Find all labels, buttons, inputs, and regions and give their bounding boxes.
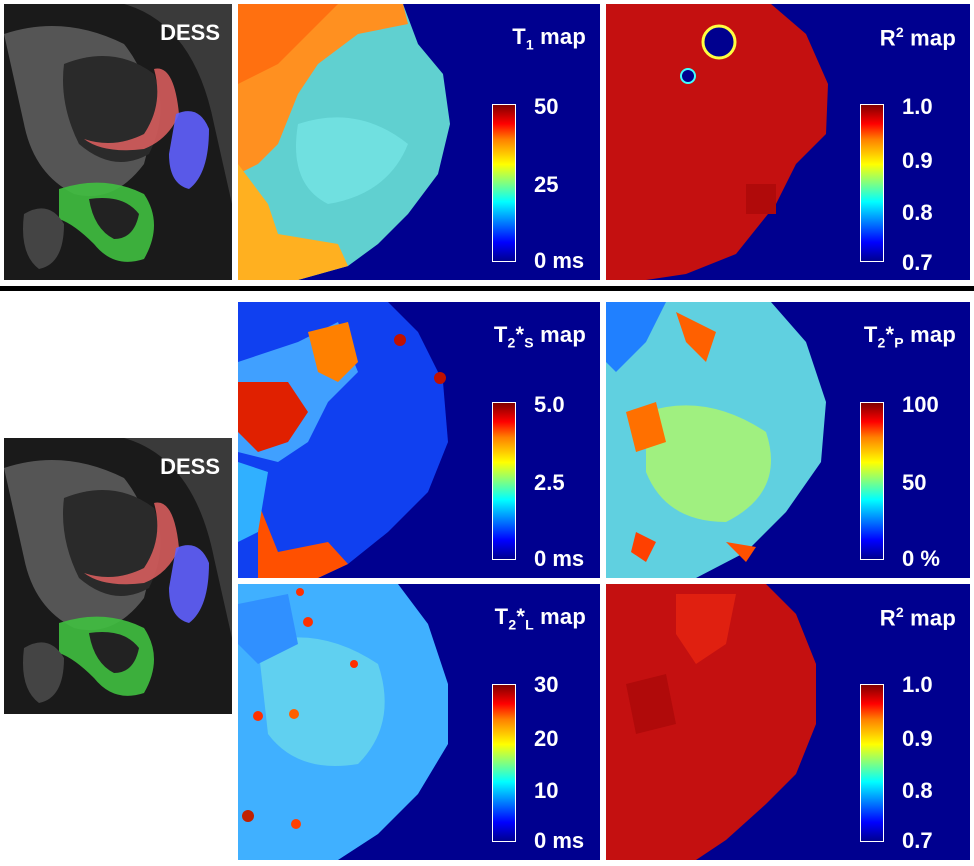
t2s-tick-mid: 2.5 <box>534 470 565 495</box>
t2s-colorbar <box>492 402 516 560</box>
r2-top-tick-3: 0.8 <box>902 200 933 225</box>
t1-tick-mid: 25 <box>534 172 559 197</box>
t2p-tick-mid: 50 <box>902 470 927 495</box>
r2-map-top-image <box>606 4 828 280</box>
t2p-tick-min: 0 % <box>902 546 940 571</box>
r2-top-colorbar <box>860 104 884 262</box>
r2-bottom-tick-1: 1.0 <box>902 672 933 697</box>
t2s-map-image <box>238 302 448 578</box>
t2l-tick-4: 0 ms <box>534 828 585 853</box>
t2p-colorbar <box>860 402 884 560</box>
t2s-map-title: T2*S map <box>493 322 586 351</box>
t2l-map-title: T2*L map <box>494 604 586 633</box>
t2p-map-image <box>606 302 826 578</box>
section-divider <box>0 286 974 291</box>
r2-bottom-tick-2: 0.9 <box>902 726 933 751</box>
r2-map-bottom-panel: R2 map 1.0 0.9 0.8 0.7 <box>606 584 970 860</box>
r2-top-tick-1: 1.0 <box>902 94 933 119</box>
t1-colorbar <box>492 104 516 262</box>
t1-map-image <box>238 4 450 280</box>
r2-top-tick-4: 0.7 <box>902 250 933 275</box>
dess-image-top: DESS <box>4 4 232 280</box>
t1-tick-max: 50 <box>534 94 559 119</box>
dess-label: DESS <box>160 20 220 45</box>
r2-bottom-tick-4: 0.7 <box>902 828 933 853</box>
t2l-colorbar <box>492 684 516 842</box>
t2p-tick-max: 100 <box>902 392 939 417</box>
r2-bottom-colorbar <box>860 684 884 842</box>
t2l-map-image <box>238 584 448 860</box>
r2-map-bottom-title: R2 map <box>879 604 956 631</box>
dess-label-bottom: DESS <box>160 454 220 479</box>
dess-image-bottom: DESS <box>4 438 232 714</box>
t2p-map-title: T2*P map <box>863 322 956 351</box>
t2l-tick-3: 10 <box>534 778 559 803</box>
t1-map-panel: T1 map 50 25 0 ms <box>238 4 600 280</box>
t2s-tick-min: 0 ms <box>534 546 585 571</box>
t2s-map-panel: T2*S map 5.0 2.5 0 ms <box>238 302 600 578</box>
r2-bottom-tick-3: 0.8 <box>902 778 933 803</box>
r2-map-top-title: R2 map <box>879 24 956 51</box>
t2s-tick-max: 5.0 <box>534 392 565 417</box>
r2-map-top-panel: R2 map 1.0 0.9 0.8 0.7 <box>606 4 970 280</box>
r2-top-tick-2: 0.9 <box>902 148 933 173</box>
t2l-map-panel: T2*L map 30 20 10 0 ms <box>238 584 600 860</box>
t2l-tick-1: 30 <box>534 672 559 697</box>
t2l-tick-2: 20 <box>534 726 559 751</box>
knee-mri-image <box>4 4 232 280</box>
t1-map-title: T1 map <box>512 24 586 53</box>
t1-tick-min: 0 ms <box>534 248 585 273</box>
t2p-map-panel: T2*P map 100 50 0 % <box>606 302 970 578</box>
r2-map-bottom-image <box>606 584 816 860</box>
knee-mri-image-bottom <box>4 438 232 714</box>
